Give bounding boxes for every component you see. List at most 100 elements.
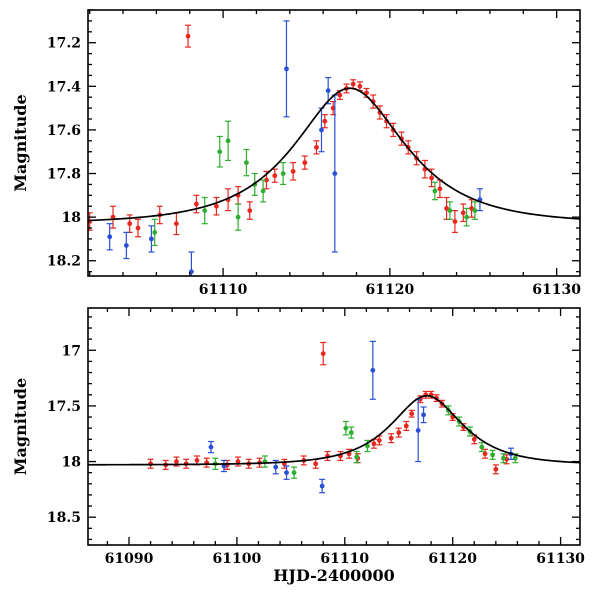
data-point [357, 83, 363, 89]
data-point [272, 173, 278, 179]
axes-frame [87, 307, 581, 546]
data-point [185, 33, 191, 39]
y-axis-title: Magnitude [11, 94, 30, 191]
data-point [354, 454, 360, 460]
data-point [421, 412, 426, 418]
data-point [320, 351, 326, 357]
x-tick-label: 61130 [536, 551, 585, 567]
data-point [365, 443, 370, 449]
y-tick-label: 17 [62, 343, 81, 359]
y-tick-label: 17.6 [47, 123, 81, 139]
data-point [409, 411, 415, 417]
data-point [244, 160, 249, 166]
data-point [247, 208, 253, 213]
data-point [264, 177, 269, 183]
data-point [314, 144, 319, 150]
red-series [147, 341, 510, 475]
red-series [88, 24, 475, 238]
data-point [260, 188, 266, 194]
y-tick-label: 17.2 [47, 36, 81, 52]
data-region [88, 340, 580, 494]
x-tick-label: 61130 [532, 282, 581, 298]
data-point [500, 455, 506, 461]
data-point [350, 81, 356, 87]
data-point [319, 483, 325, 489]
data-point [194, 201, 199, 207]
x-tick-label: 61120 [366, 282, 415, 298]
data-point [173, 221, 179, 227]
data-point [319, 127, 324, 133]
x-tick-label: 61100 [213, 551, 262, 567]
data-point [127, 221, 133, 227]
y-axis-title: Magnitude [11, 378, 30, 475]
data-point [493, 466, 499, 472]
data-point [273, 464, 279, 470]
data-point [388, 435, 394, 441]
data-point [371, 441, 377, 447]
data-point [202, 208, 208, 213]
model-curve [88, 394, 580, 466]
green-series [151, 120, 478, 247]
y-tick-label: 17.4 [47, 79, 81, 95]
panel-top: 61110 61120 61130 17.2 17.4 17.6 17.8 18 18.2 Mag… [11, 9, 581, 298]
data-point [437, 186, 443, 192]
data-point [280, 171, 286, 176]
tick-labels: 61110 61120 61130 17.2 17.4 17.6 17.8 18 18.2 [47, 36, 581, 298]
data-point [152, 229, 158, 235]
data-point [464, 214, 469, 220]
data-point [325, 88, 331, 94]
data-point [479, 444, 485, 450]
data-point [194, 458, 200, 463]
data-point [348, 430, 354, 436]
data-point [302, 160, 308, 166]
y-tick-label: 18.5 [47, 510, 81, 526]
data-point [135, 225, 141, 231]
data-point [512, 455, 518, 461]
data-point [452, 219, 458, 224]
data-point [490, 452, 496, 458]
x-tick-label: 61090 [105, 551, 154, 567]
axis-ticks [88, 9, 580, 276]
data-point [432, 188, 438, 194]
data-point [217, 149, 223, 155]
blue-series [106, 20, 483, 276]
data-point [291, 470, 297, 476]
data-point [123, 243, 129, 248]
data-point [447, 208, 453, 213]
x-tick-label: 61120 [428, 551, 477, 567]
tick-labels: 61090 61100 61110 61120 61130 17 17.5 18 18.5 [47, 343, 585, 567]
data-point [482, 451, 488, 457]
data-point [370, 367, 376, 373]
model-curve [88, 87, 580, 222]
data-point [110, 214, 116, 220]
data-point [284, 66, 289, 72]
x-axis-title: HJD-2400000 [273, 566, 394, 585]
data-point [396, 430, 402, 436]
data-point [322, 118, 328, 124]
panel-bottom: 61090 61100 61110 61120 61130 17 17.5 18 18.5 Mag… [11, 307, 585, 567]
data-point [214, 203, 219, 209]
data-point [471, 436, 477, 442]
axis-ticks [88, 308, 580, 545]
y-tick-label: 18.2 [47, 254, 81, 270]
data-point [208, 444, 214, 450]
data-point [415, 427, 421, 433]
data-region [88, 20, 580, 276]
data-point [429, 175, 434, 181]
data-point [235, 214, 241, 220]
data-point [107, 234, 113, 240]
data-point [284, 470, 289, 476]
data-point [290, 168, 296, 174]
data-point [337, 92, 343, 98]
y-tick-label: 18 [62, 455, 81, 471]
data-point [332, 171, 338, 176]
blue-series [208, 340, 514, 494]
y-tick-label: 17.5 [47, 399, 81, 415]
data-point [460, 210, 466, 216]
x-tick-label: 61110 [199, 282, 248, 298]
data-point [343, 425, 349, 431]
data-point [174, 459, 179, 464]
